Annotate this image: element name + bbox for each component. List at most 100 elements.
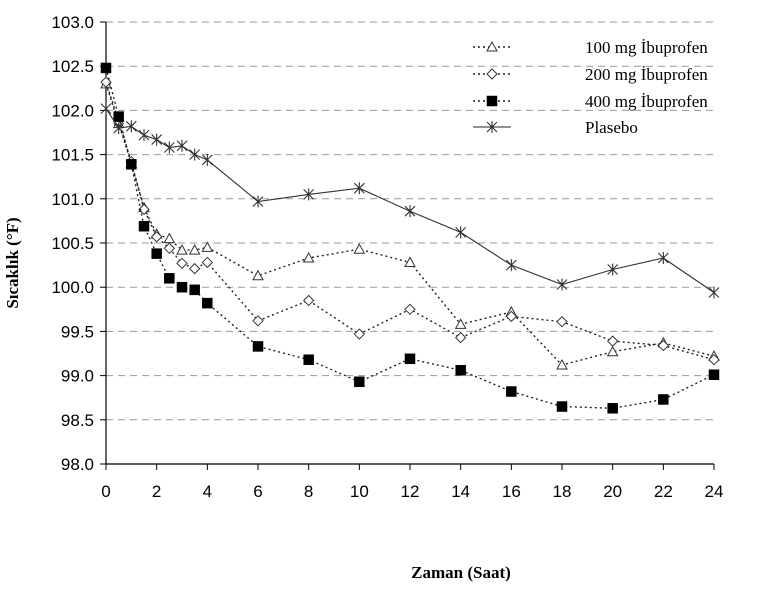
data-point [201,241,214,252]
data-point [404,353,416,365]
legend-marker [486,95,498,107]
data-point [100,62,112,74]
data-point [252,269,264,281]
x-tick-label: 18 [553,482,572,501]
x-tick-label: 14 [451,482,470,501]
data-point [505,259,517,272]
data-point [163,141,175,154]
legend-label: 200 mg İbuprofen [585,65,708,84]
data-point [606,345,619,357]
data-point [176,281,188,293]
data-point [302,251,315,263]
y-tick-label: 102.5 [51,57,94,76]
y-tick-label: 101.5 [51,146,94,165]
legend-item: 400 mg İbuprofen [473,92,708,111]
data-point [404,256,416,267]
x-tick-label: 12 [401,482,420,501]
legend: 100 mg İbuprofen 200 mg İbuprofen 400 mg İ… [473,38,708,137]
x-tick-label: 2 [152,482,161,501]
data-point [506,386,517,397]
gridlines [106,21,714,421]
legend-marker [486,68,498,80]
data-point [201,153,213,166]
y-axis-ticks: 98.0 98.5 99.0 99.5 100.0 100.5 101.0 101.5 102.… [51,13,106,474]
data-point [607,263,619,276]
data-point [303,188,315,201]
data-point [125,120,137,133]
legend-item: 100 mg İbuprofen [473,38,708,57]
data-point [404,205,416,218]
data-point [657,339,670,352]
data-point [188,244,201,255]
series-2 [100,76,720,366]
data-point [606,335,619,347]
legend-label: Plasebo [585,118,638,137]
data-point [353,328,366,340]
x-tick-label: 10 [350,482,369,501]
data-point [176,257,188,270]
legend-marker [486,40,498,52]
data-point [455,226,467,239]
data-point [138,220,150,232]
data-point [454,318,467,329]
x-tick-label: 24 [705,482,724,501]
x-axis-ticks: 0 2 4 6 8 10 12 14 16 18 20 22 24 [101,464,723,501]
data-point [163,242,176,255]
data-point [505,310,518,323]
x-tick-label: 6 [253,482,262,501]
y-tick-label: 98.0 [61,455,94,474]
data-point [556,358,568,370]
data-point [176,139,188,152]
x-tick-label: 16 [502,482,521,501]
y-tick-label: 103.0 [51,13,94,32]
series-3 [100,62,720,414]
data-point [113,111,124,122]
y-tick-label: 98.5 [61,411,94,430]
x-tick-label: 20 [603,482,622,501]
data-point [163,232,176,244]
data-point [188,262,201,275]
data-point [202,297,213,309]
legend-label: 100 mg İbuprofen [585,38,708,57]
data-point [657,252,669,265]
legend-label: 400 mg İbuprofen [585,92,708,111]
x-tick-label: 8 [304,482,313,501]
legend-item: 200 mg İbuprofen [473,65,708,84]
y-tick-label: 100.0 [51,278,94,297]
y-tick-label: 99.5 [61,322,94,341]
data-point [164,273,175,284]
legend-item: Plasebo [473,118,638,137]
data-point [556,278,568,291]
y-tick-label: 100.5 [51,234,94,253]
data-point [302,294,315,307]
data-point [353,243,366,254]
y-tick-label: 102.0 [51,101,94,120]
data-point [353,182,365,195]
data-point [303,354,314,365]
data-point [176,244,188,255]
series-4 [100,102,720,299]
data-point [708,286,720,299]
x-axis-title: Zaman (Saat) [411,563,511,582]
data-point [138,203,150,216]
series-layer [100,62,720,414]
data-point [556,315,568,328]
data-point [151,133,163,146]
data-point [252,195,264,208]
data-point [658,394,669,405]
x-tick-label: 22 [654,482,673,501]
y-tick-label: 101.0 [51,190,94,209]
data-point [455,365,466,376]
data-point [454,331,467,344]
data-point [150,231,163,243]
data-point [607,403,618,414]
data-point [556,401,568,412]
data-point [708,353,720,366]
y-tick-label: 99.0 [61,367,94,386]
data-point [100,102,112,115]
data-point [252,315,264,327]
data-point [138,129,150,142]
data-point [252,341,264,352]
